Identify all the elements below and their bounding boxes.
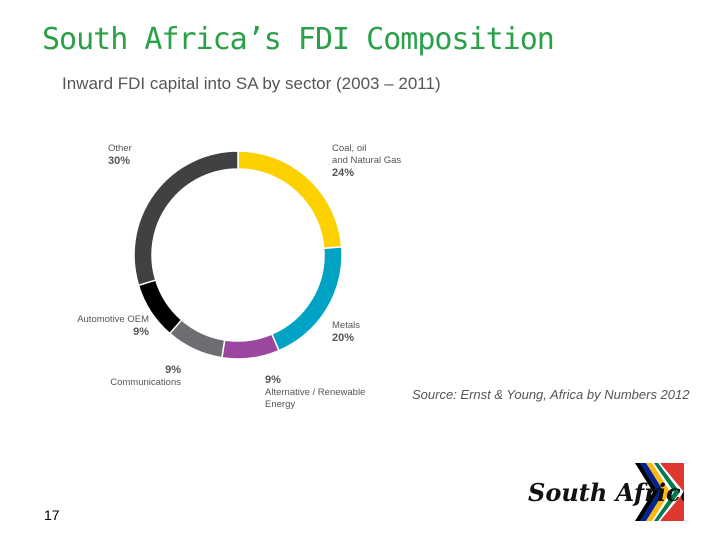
source-note: Source: Ernst & Young, Africa by Numbers… — [412, 387, 690, 402]
label-communications: 9% Communications — [110, 364, 181, 388]
slice-other — [133, 150, 239, 287]
label-coal-oil-gas: Coal, oil and Natural Gas 24% — [332, 143, 402, 179]
value-communications: 9% — [165, 364, 181, 376]
slice-alternative-renewable-energy — [221, 333, 280, 360]
slice-communications — [168, 318, 226, 359]
label-automotive: Automotive OEM 9% — [77, 314, 149, 338]
chart-title: Inward FDI capital into SA by sector (20… — [62, 74, 441, 93]
slide-title: South Africa’s FDI Composition — [42, 22, 555, 57]
value-renewable: 9% — [265, 374, 281, 386]
value-coal-oil-gas: 24% — [332, 167, 355, 179]
value-automotive: 9% — [133, 326, 149, 338]
south-africa-logo: South Africa — [520, 463, 684, 521]
label-other: Other 30% — [108, 143, 132, 167]
svg-text:South Africa: South Africa — [528, 478, 684, 507]
label-metals: Metals 20% — [332, 320, 360, 344]
value-metals: 20% — [332, 332, 355, 344]
page-number: 17 — [44, 507, 60, 523]
slice-coal-oil-and-natural-gas — [237, 150, 343, 250]
label-renewable: 9% Alternative / Renewable Energy — [265, 374, 366, 410]
value-other: 30% — [108, 155, 131, 167]
